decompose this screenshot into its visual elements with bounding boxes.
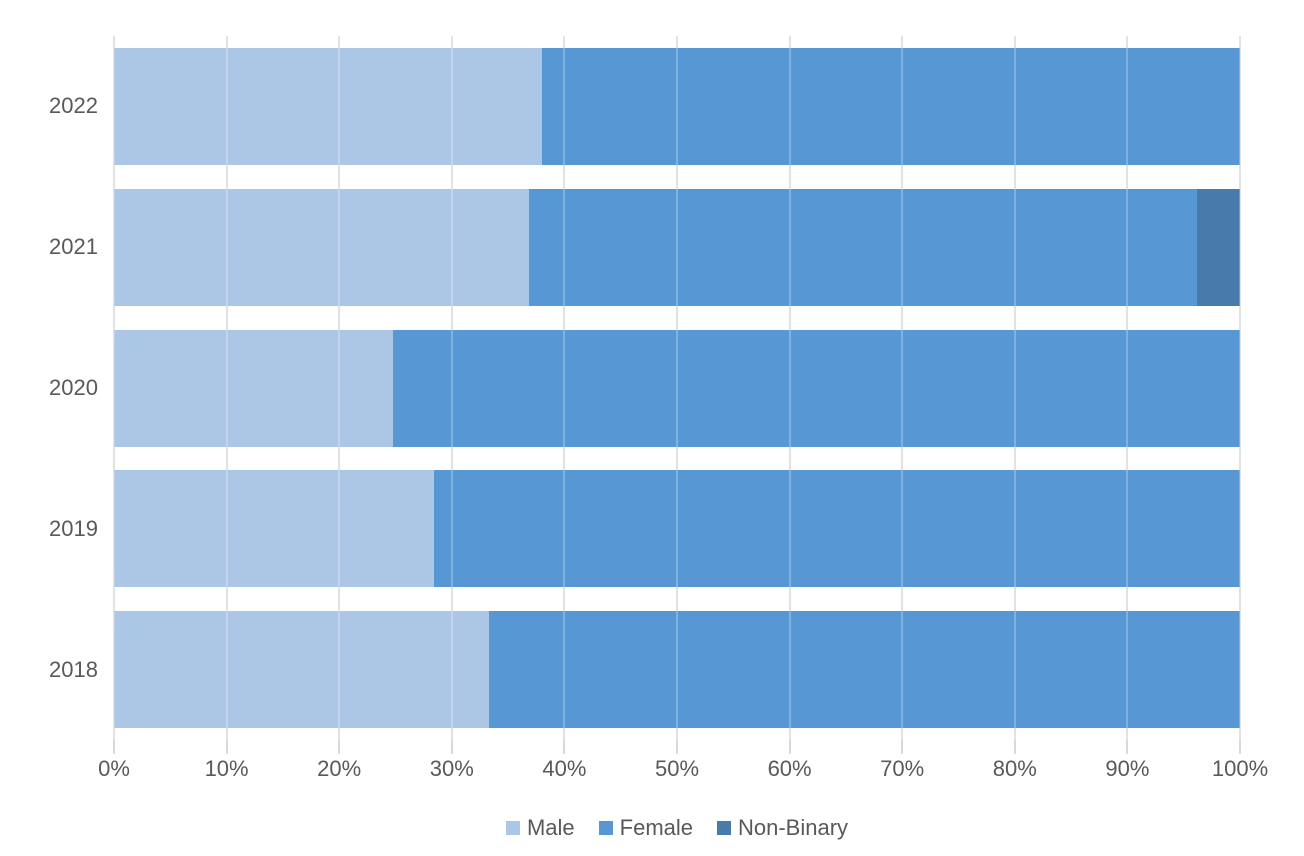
bar-segment-female — [393, 329, 1240, 447]
y-axis-category-label: 2019 — [49, 515, 98, 541]
gridline-overlay — [1239, 36, 1241, 740]
axis-tick — [563, 740, 566, 754]
y-axis-category-label: 2022 — [49, 93, 98, 119]
y-axis-category-label: 2018 — [49, 656, 98, 682]
bar-segment-male — [114, 188, 530, 306]
x-axis-tick-label: 90% — [1105, 756, 1150, 781]
x-axis-tick-label: 60% — [767, 756, 812, 781]
x-axis-tick-label: 10% — [204, 756, 249, 781]
axis-tick — [1013, 740, 1016, 754]
axis-tick — [788, 740, 791, 754]
legend-item-female: Female — [598, 815, 693, 840]
gridline-overlay — [1126, 36, 1129, 740]
gridline-overlay — [788, 36, 791, 740]
legend: Male Female Non-Binary — [114, 814, 1240, 842]
legend-swatch-male — [505, 821, 520, 835]
gridline-overlay — [901, 36, 904, 740]
bar-segment-female — [488, 611, 1240, 729]
bar-segment-non-binary — [1197, 188, 1240, 306]
axis-tick — [1126, 740, 1129, 754]
gridline-overlay — [225, 36, 228, 740]
legend-swatch-female — [598, 821, 613, 835]
x-axis-tick-label: 30% — [429, 756, 474, 781]
y-axis-category-label: 2021 — [49, 234, 98, 260]
gridline-overlay — [1013, 36, 1016, 740]
x-axis-tick-label: 0% — [98, 756, 130, 781]
axis-tick — [225, 740, 228, 754]
legend-item-non-binary: Non-Binary — [717, 817, 848, 839]
gridline-overlay — [338, 36, 341, 740]
x-axis-tick-label: 50% — [654, 756, 700, 781]
bar-segment-male — [114, 611, 489, 729]
x-axis-tick-label: 40% — [542, 756, 587, 781]
x-axis-tick-label: 80% — [992, 756, 1037, 781]
x-axis-tick-label: 100% — [1211, 756, 1269, 781]
bar-segment-female — [541, 47, 1240, 165]
gridline-overlay — [450, 36, 453, 740]
axis-tick — [450, 740, 453, 754]
gridline-overlay — [676, 36, 678, 740]
bar-segment-female — [433, 470, 1240, 588]
axis-tick — [338, 740, 341, 754]
legend-swatch-non-binary — [717, 821, 731, 835]
bar-segment-male — [114, 329, 394, 447]
bar-segment-male — [114, 470, 434, 588]
bar-segment-female — [529, 188, 1198, 306]
legend-item-male: Male — [505, 815, 575, 840]
axis-tick — [113, 740, 115, 754]
axis-tick — [676, 740, 678, 754]
y-axis-category-label: 2020 — [49, 375, 98, 400]
x-axis-tick-label: 70% — [880, 756, 925, 781]
legend-label: Male — [526, 815, 575, 840]
gridline-overlay — [563, 36, 566, 740]
gridline-overlay — [113, 36, 115, 740]
bar-segment-male — [114, 47, 542, 165]
legend-label: Female — [619, 815, 693, 840]
x-axis-tick-label: 20% — [317, 756, 362, 781]
gridline — [1239, 36, 1241, 740]
axis-tick — [1239, 740, 1241, 754]
axis-tick — [901, 740, 904, 754]
legend-label: Non-Binary — [738, 815, 849, 840]
